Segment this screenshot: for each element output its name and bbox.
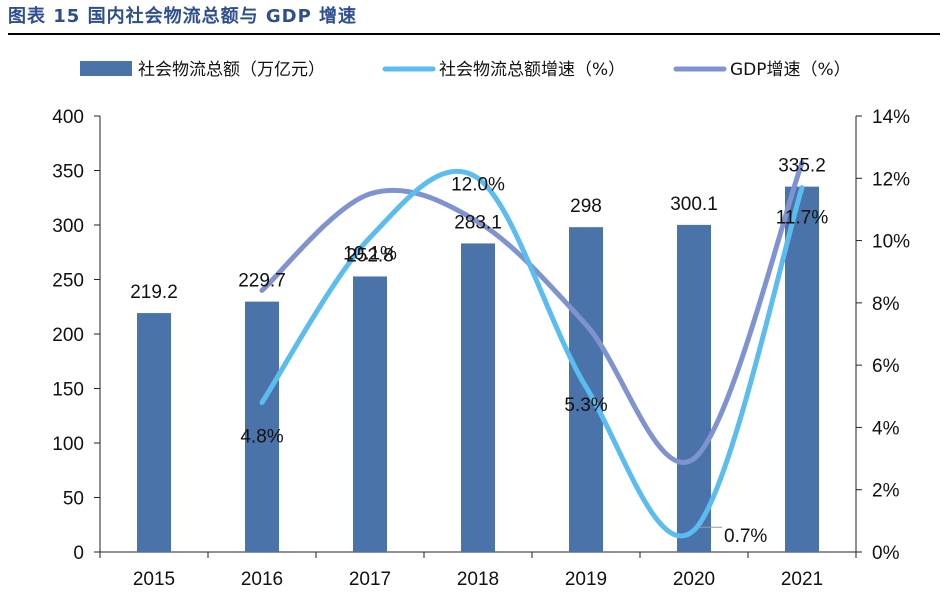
y-right-tick-label: 6% xyxy=(872,356,900,377)
bar-value-label: 219.2 xyxy=(130,282,178,303)
bar-value-label: 298 xyxy=(570,196,602,217)
bar xyxy=(677,224,711,553)
y-left-tick-label: 300 xyxy=(52,216,84,237)
y-left-tick-label: 400 xyxy=(52,107,84,128)
x-tick-label: 2019 xyxy=(565,569,607,590)
y-left-tick-label: 50 xyxy=(63,489,84,510)
axes: 0 50 100 150 200 250 300 350 400 0% 2% 4% 6% 8% 10% 12%… xyxy=(52,107,910,590)
lines xyxy=(259,160,805,539)
y-right-tick-label: 8% xyxy=(872,294,900,315)
x-tick-label: 2021 xyxy=(781,569,823,590)
y-right-tick-label: 0% xyxy=(872,543,900,564)
x-tick-label: 2016 xyxy=(241,569,283,590)
legend: 社会物流总额（万亿元） 社会物流总额增速（%） GDP增速（%） xyxy=(80,60,851,80)
legend-item-logistics-total-swatch xyxy=(80,61,132,76)
x-tick-label: 2015 xyxy=(133,569,175,590)
bars xyxy=(137,186,819,553)
bar xyxy=(353,276,387,552)
y-right-tick-label: 12% xyxy=(872,169,910,190)
legend-item-gdp-growth-label: GDP增速（%） xyxy=(730,60,851,80)
line-value-label: 4.8% xyxy=(240,427,283,448)
legend-item-logistics-total-label: 社会物流总额（万亿元） xyxy=(138,60,325,80)
line-value-label: 10.1% xyxy=(343,243,397,264)
y-right-tick-label: 10% xyxy=(872,232,910,253)
legend-item-logistics-growth-label: 社会物流总额增速（%） xyxy=(439,60,625,80)
figure-title: 图表 15 国内社会物流总额与 GDP 增速 xyxy=(8,6,358,27)
y-left-tick-label: 0 xyxy=(73,543,84,564)
bar xyxy=(461,243,495,552)
x-tick-label: 2018 xyxy=(457,569,499,590)
y-right-tick-label: 4% xyxy=(872,418,900,439)
bar xyxy=(137,313,171,552)
y-left-tick-label: 200 xyxy=(52,325,84,346)
y-left-tick-label: 250 xyxy=(52,271,84,292)
data-labels: 219.2 229.7 252.8 283.1 298 300.1 335.2 4.8% 10.… xyxy=(130,156,828,548)
bar-value-label: 335.2 xyxy=(778,156,826,177)
bar-value-label: 283.1 xyxy=(454,212,502,233)
series-line-gdp-growth xyxy=(259,160,805,465)
y-left-tick-label: 150 xyxy=(52,380,84,401)
y-left-tick-label: 100 xyxy=(52,434,84,455)
bar xyxy=(245,301,279,552)
title-rule xyxy=(8,33,940,35)
line-value-label: 0.7% xyxy=(724,526,767,547)
bar-value-label: 300.1 xyxy=(670,194,718,215)
y-right-tick-label: 2% xyxy=(872,481,900,502)
bar-value-label: 229.7 xyxy=(238,271,286,292)
x-tick-label: 2017 xyxy=(349,569,391,590)
series-line-logistics-growth xyxy=(259,168,805,539)
y-left-tick-label: 350 xyxy=(52,162,84,183)
y-right-tick-label: 14% xyxy=(872,107,910,128)
line-value-label: 5.3% xyxy=(564,395,607,416)
bar xyxy=(785,186,819,552)
bar-value-label: 252.8 xyxy=(346,245,394,266)
x-tick-label: 2020 xyxy=(673,569,715,590)
line-value-label: 12.0% xyxy=(451,174,505,195)
line-value-label: 11.7% xyxy=(776,208,829,229)
